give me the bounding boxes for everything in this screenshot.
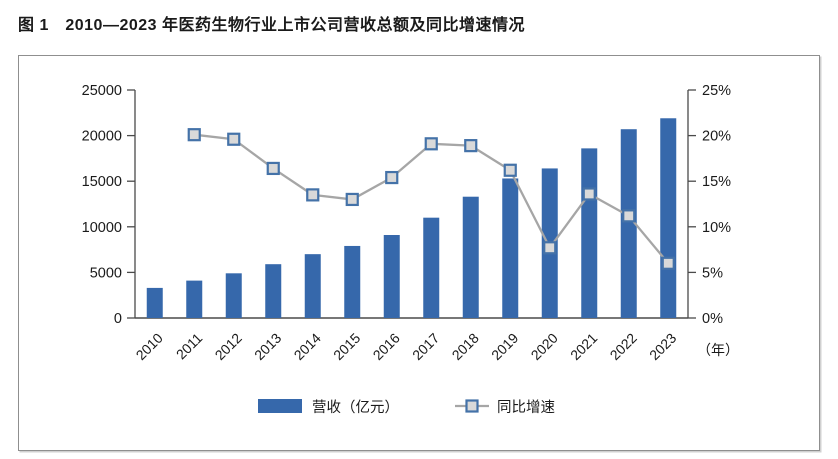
marker-2023	[661, 256, 675, 270]
marker-2014	[306, 188, 320, 202]
legend-line-label: 同比增速	[497, 399, 555, 416]
legend-line-marker	[465, 399, 479, 413]
right-axis-label: 5%	[702, 265, 723, 281]
left-axis-label: 0	[114, 311, 122, 327]
marker-2019	[503, 163, 517, 177]
left-axis-label: 25000	[82, 83, 122, 99]
bar-2021	[581, 148, 598, 318]
x-axis-label: 2020	[528, 330, 561, 363]
legend-bar-label: 营收（亿元）	[312, 399, 399, 416]
x-axis-unit: （年）	[697, 342, 739, 358]
x-axis-label: 2015	[330, 330, 363, 363]
bar-2015	[344, 245, 361, 318]
marker-2011	[187, 128, 201, 142]
marker-2016	[385, 170, 399, 185]
x-axis-label: 2023	[646, 330, 679, 363]
bar-2017	[423, 217, 440, 318]
marker-2017	[424, 137, 438, 151]
bar-2023	[660, 118, 677, 318]
x-axis-label: 2018	[449, 330, 482, 363]
marker-2020	[543, 241, 557, 255]
marker-2018	[464, 139, 478, 153]
x-axis-label: 2016	[370, 330, 403, 363]
x-axis-label: 2011	[173, 330, 206, 363]
bar-2014	[304, 254, 321, 318]
marker-2022	[622, 209, 636, 223]
chart-svg: 0 5000 10000 15000 20000 25000 0% 5% 10% 15% 20% 25…	[82, 83, 739, 416]
x-axis-label: 2022	[607, 330, 640, 363]
marker-2015	[345, 192, 359, 207]
x-axis-label: 2010	[133, 330, 166, 363]
right-axis-label: 15%	[702, 174, 731, 190]
bar-2016	[383, 235, 400, 318]
marker-2021	[582, 187, 596, 201]
x-axis-label: 2014	[291, 330, 324, 363]
right-axis-label: 20%	[702, 129, 731, 145]
bar-2012	[225, 273, 242, 318]
x-axis-label: 2019	[488, 330, 521, 363]
left-axis-label: 15000	[82, 174, 122, 190]
bar-2022	[620, 129, 637, 318]
right-axis-label: 0%	[702, 311, 723, 327]
bar-2010	[146, 287, 163, 318]
left-axis-label: 20000	[82, 129, 122, 145]
left-axis-label: 5000	[90, 265, 122, 281]
chart-panel: 0 5000 10000 15000 20000 25000 0% 5% 10% 15% 20% 25…	[18, 55, 820, 451]
bar-2011	[186, 280, 203, 318]
marker-2012	[227, 132, 241, 146]
x-axis-label: 2021	[567, 330, 600, 363]
bar-2019	[502, 178, 519, 318]
x-axis-label: 2013	[251, 330, 284, 363]
bar-2018	[462, 196, 479, 318]
right-axis-label: 25%	[702, 83, 731, 99]
x-axis-label: 2017	[409, 330, 442, 363]
figure-title: 图 1 2010—2023 年医药生物行业上市公司营收总额及同比增速情况	[18, 17, 525, 34]
bar-2013	[265, 264, 282, 318]
legend-bar-swatch	[258, 399, 302, 413]
left-axis-label: 10000	[82, 220, 122, 236]
marker-2013	[266, 161, 280, 176]
x-axis-label: 2012	[212, 330, 245, 363]
right-axis-label: 10%	[702, 220, 731, 236]
